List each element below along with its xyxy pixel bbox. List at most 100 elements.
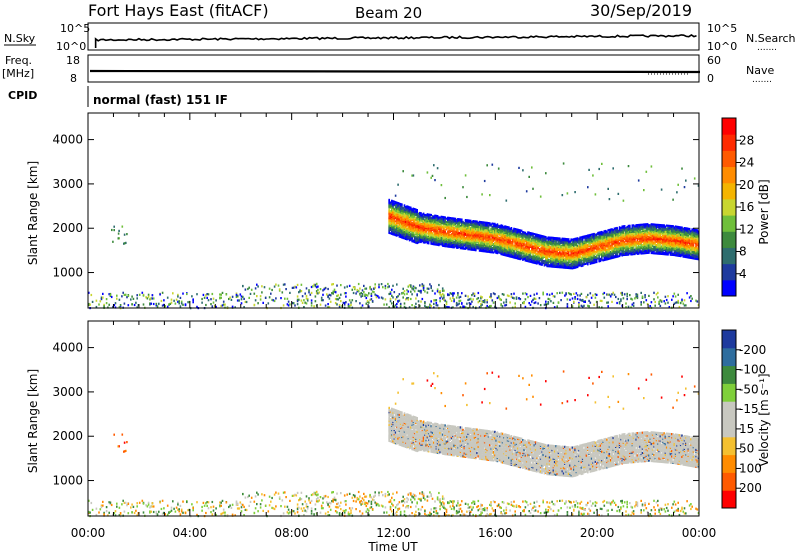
echo-cell bbox=[621, 293, 623, 296]
echo-cell bbox=[499, 233, 501, 236]
echo-cell bbox=[443, 241, 445, 244]
echo-cell bbox=[546, 249, 548, 252]
echo-cell bbox=[435, 236, 438, 239]
echo-cell bbox=[159, 293, 161, 296]
echo-cell bbox=[180, 302, 183, 305]
echo-cell bbox=[531, 239, 533, 242]
nsky-label: N.Sky bbox=[4, 32, 36, 45]
echo-cell bbox=[523, 243, 525, 246]
echo-cell bbox=[522, 248, 524, 251]
echo-cell bbox=[399, 203, 402, 206]
echo-cell bbox=[392, 219, 394, 222]
echo-cell bbox=[452, 292, 454, 295]
echo-cell bbox=[445, 224, 448, 227]
echo-cell bbox=[394, 232, 397, 235]
echo-cell bbox=[489, 236, 491, 239]
echo-cell bbox=[583, 255, 585, 258]
echo-cell bbox=[422, 219, 425, 222]
echo-cell bbox=[419, 213, 421, 216]
echo-cell bbox=[510, 228, 513, 231]
echo-cell bbox=[574, 296, 576, 299]
echo-cell bbox=[579, 255, 581, 258]
echo-cell bbox=[444, 220, 446, 223]
echo-cell bbox=[394, 220, 397, 223]
echo-cell bbox=[593, 249, 595, 253]
echo-cell bbox=[447, 216, 449, 219]
echo-cell bbox=[511, 230, 514, 233]
nsky-panel: N.Sky 10^5 10^0 10^5 10^0 N.Search .....… bbox=[4, 22, 796, 53]
echo-cell bbox=[206, 296, 208, 299]
echo-cell bbox=[648, 294, 650, 297]
echo-cell bbox=[420, 231, 422, 234]
echo-cell bbox=[686, 292, 688, 295]
echo-cell bbox=[429, 213, 431, 216]
echo-cell bbox=[514, 253, 516, 256]
echo-cell bbox=[168, 303, 170, 306]
echo-cell bbox=[458, 296, 460, 299]
echo-cell bbox=[570, 250, 572, 253]
echo-cell bbox=[481, 235, 483, 238]
echo-cell bbox=[147, 295, 150, 298]
echo-cell bbox=[491, 232, 494, 235]
echo-cell bbox=[520, 240, 523, 243]
echo-cell bbox=[445, 217, 448, 220]
echo-cell bbox=[438, 219, 440, 222]
echo-cell bbox=[337, 298, 340, 301]
echo-cell bbox=[429, 231, 431, 234]
echo-cell bbox=[364, 287, 366, 290]
echo-cell bbox=[413, 290, 416, 293]
echo-cell bbox=[462, 224, 464, 227]
echo-cell bbox=[636, 293, 639, 296]
echo-cell bbox=[581, 305, 584, 308]
echo-cell bbox=[480, 234, 482, 237]
echo-cell bbox=[449, 292, 452, 295]
echo-cell bbox=[121, 225, 124, 228]
echo-cell bbox=[623, 293, 626, 296]
echo-cell bbox=[593, 232, 595, 236]
echo-cell bbox=[207, 293, 210, 296]
echo-cell bbox=[546, 241, 548, 244]
echo-cell bbox=[443, 222, 445, 225]
echo-cell bbox=[494, 293, 496, 296]
echo-cell bbox=[561, 237, 564, 240]
echo-cell bbox=[632, 304, 635, 307]
echo-cell bbox=[490, 235, 492, 238]
echo-cell bbox=[483, 230, 486, 233]
echo-cell bbox=[322, 293, 324, 296]
echo-cell bbox=[394, 207, 397, 210]
echo-cell bbox=[461, 234, 463, 237]
echo-cell bbox=[397, 225, 399, 228]
echo-cell bbox=[542, 259, 544, 262]
echo-cell bbox=[459, 306, 462, 309]
echo-cell bbox=[429, 283, 431, 286]
echo-cell bbox=[468, 228, 471, 231]
echo-cell bbox=[336, 284, 338, 287]
echo-cell bbox=[548, 240, 551, 243]
echo-cell bbox=[529, 252, 532, 255]
echo-cell bbox=[485, 245, 487, 248]
echo-cell bbox=[461, 236, 463, 239]
echo-cell bbox=[478, 228, 481, 231]
echo-cell bbox=[454, 231, 457, 234]
echo-cell bbox=[548, 264, 551, 267]
echo-cell bbox=[678, 305, 681, 309]
echo-cell bbox=[528, 238, 530, 241]
echo-cell bbox=[580, 250, 583, 253]
echo-cell bbox=[569, 292, 571, 296]
echo-cell bbox=[533, 239, 536, 242]
echo-cell bbox=[496, 296, 499, 300]
echo-cell bbox=[392, 214, 394, 217]
echo-cell bbox=[270, 292, 272, 295]
echo-cell bbox=[450, 220, 453, 223]
echo-cell bbox=[402, 287, 404, 290]
echo-cell bbox=[461, 246, 463, 249]
echo-cell bbox=[429, 235, 431, 238]
echo-cell bbox=[348, 284, 351, 287]
echo-cell bbox=[522, 236, 524, 239]
echo-cell bbox=[472, 305, 474, 309]
echo-cell bbox=[150, 302, 152, 305]
echo-cell bbox=[305, 297, 308, 300]
echo-cell bbox=[415, 218, 417, 221]
echo-cell bbox=[562, 264, 565, 267]
echo-cell bbox=[472, 244, 474, 247]
